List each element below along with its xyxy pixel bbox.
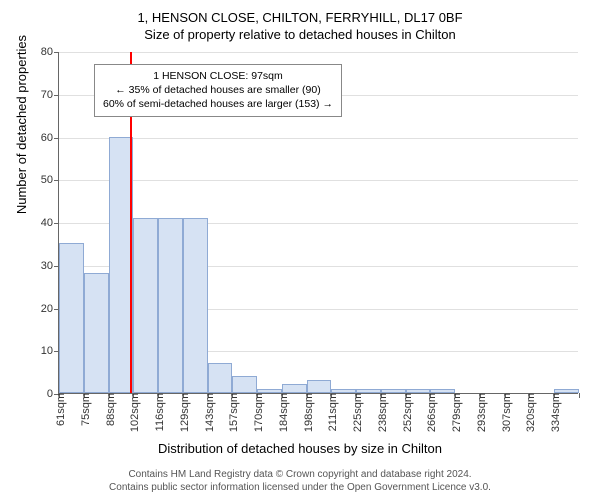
xtick-label: 170sqm	[249, 393, 265, 432]
xtick-label: 116sqm	[150, 393, 166, 431]
xtick-label: 157sqm	[224, 393, 240, 432]
gridline	[59, 180, 578, 181]
histogram-bar	[158, 218, 183, 393]
ytick-label: 10	[41, 345, 59, 357]
xtick-mark	[579, 393, 580, 398]
chart-title-sub: Size of property relative to detached ho…	[0, 25, 600, 48]
footer-attribution: Contains HM Land Registry data © Crown c…	[0, 468, 600, 494]
annotation-line3: 60% of semi-detached houses are larger (…	[103, 97, 333, 111]
xtick-label: 225sqm	[348, 393, 364, 432]
xtick-label: 143sqm	[200, 393, 216, 432]
ytick-label: 70	[41, 89, 59, 101]
ytick-label: 30	[41, 260, 59, 272]
histogram-bar	[208, 363, 233, 393]
footer-line1: Contains HM Land Registry data © Crown c…	[0, 468, 600, 481]
x-axis-label: Distribution of detached houses by size …	[0, 441, 600, 456]
xtick-label: 266sqm	[422, 393, 438, 432]
histogram-bar	[84, 273, 109, 393]
xtick-label: 334sqm	[546, 393, 562, 432]
xtick-label: 320sqm	[521, 393, 537, 432]
annotation-line1: 1 HENSON CLOSE: 97sqm	[103, 69, 333, 83]
ytick-label: 60	[41, 132, 59, 144]
ytick-label: 20	[41, 303, 59, 315]
footer-line2: Contains public sector information licen…	[0, 481, 600, 494]
annotation-line2: ← 35% of detached houses are smaller (90…	[103, 83, 333, 97]
chart-title-main: 1, HENSON CLOSE, CHILTON, FERRYHILL, DL1…	[0, 0, 600, 25]
gridline	[59, 52, 578, 53]
chart-area: 0102030405060708061sqm75sqm88sqm102sqm11…	[58, 52, 578, 394]
xtick-label: 184sqm	[274, 393, 290, 432]
histogram-bar	[282, 384, 307, 393]
ytick-label: 40	[41, 217, 59, 229]
xtick-label: 61sqm	[51, 393, 67, 426]
xtick-label: 307sqm	[497, 393, 513, 432]
ytick-label: 50	[41, 174, 59, 186]
xtick-label: 211sqm	[323, 393, 339, 431]
histogram-bar	[307, 380, 332, 393]
xtick-label: 88sqm	[101, 393, 117, 426]
histogram-bar	[232, 376, 257, 393]
annotation-box: 1 HENSON CLOSE: 97sqm ← 35% of detached …	[94, 64, 342, 117]
xtick-label: 279sqm	[447, 393, 463, 432]
y-axis-label: Number of detached properties	[14, 35, 29, 214]
gridline	[59, 138, 578, 139]
ytick-label: 80	[41, 46, 59, 58]
xtick-label: 129sqm	[175, 393, 191, 432]
xtick-label: 198sqm	[299, 393, 315, 432]
xtick-label: 252sqm	[398, 393, 414, 432]
xtick-label: 238sqm	[373, 393, 389, 432]
xtick-label: 75sqm	[76, 393, 92, 426]
histogram-bar	[59, 243, 84, 393]
xtick-label: 293sqm	[472, 393, 488, 432]
histogram-bar	[183, 218, 208, 393]
xtick-label: 102sqm	[125, 393, 141, 432]
histogram-bar	[133, 218, 158, 393]
